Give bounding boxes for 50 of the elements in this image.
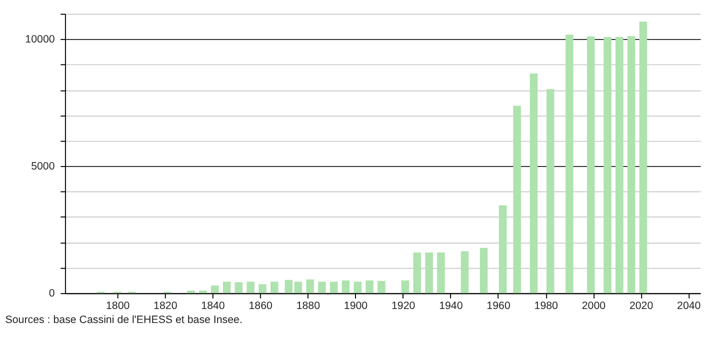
bar: [604, 37, 612, 294]
source-note: Sources : base Cassini de l'EHESS et base Insee.: [5, 314, 242, 326]
bar: [460, 251, 469, 294]
x-tick-label: 1880: [296, 300, 320, 312]
bar: [639, 22, 648, 294]
bar: [586, 36, 595, 294]
x-tick-label: 1860: [248, 300, 273, 312]
bar: [330, 282, 338, 294]
bar: [366, 280, 374, 294]
x-tick-label: 1940: [439, 300, 463, 312]
x-tick-label: 1820: [154, 300, 178, 312]
x-tick-label: 1920: [391, 300, 416, 312]
bar: [616, 36, 624, 294]
x-tick-label: 2040: [677, 300, 701, 312]
x-tick-label: 1980: [534, 300, 558, 312]
bar: [306, 279, 314, 294]
bar: [627, 36, 636, 294]
x-tick-label: 1840: [201, 300, 225, 312]
bar: [211, 285, 219, 294]
bar: [530, 73, 538, 294]
x-tick-label: 1960: [486, 300, 510, 312]
bar: [413, 252, 422, 294]
bar: [187, 290, 195, 294]
bar: [425, 252, 433, 294]
bar: [199, 290, 207, 294]
y-tick-label: 10000: [25, 34, 55, 46]
bar: [294, 282, 302, 294]
bar: [566, 34, 574, 294]
y-tick-label: 5000: [31, 160, 55, 173]
x-tick-label: 2020: [629, 300, 654, 312]
y-tick-label: 0: [48, 288, 55, 300]
x-tick-label: 1800: [106, 300, 130, 312]
bar: [401, 280, 410, 294]
x-tick-label: 2000: [582, 300, 606, 312]
bar: [246, 282, 254, 294]
bar: [270, 282, 278, 294]
bar: [437, 252, 445, 294]
x-tick-label: 1900: [344, 300, 368, 312]
bar: [480, 248, 488, 294]
bar: [546, 89, 554, 294]
bar: [513, 106, 521, 294]
bar: [222, 282, 231, 294]
bar: [342, 280, 350, 294]
bar: [354, 282, 362, 294]
bar: [378, 280, 386, 294]
bar: [318, 282, 326, 294]
bar: [234, 282, 243, 294]
bar: [284, 280, 293, 294]
bar: [498, 205, 507, 294]
bar: [258, 284, 266, 294]
